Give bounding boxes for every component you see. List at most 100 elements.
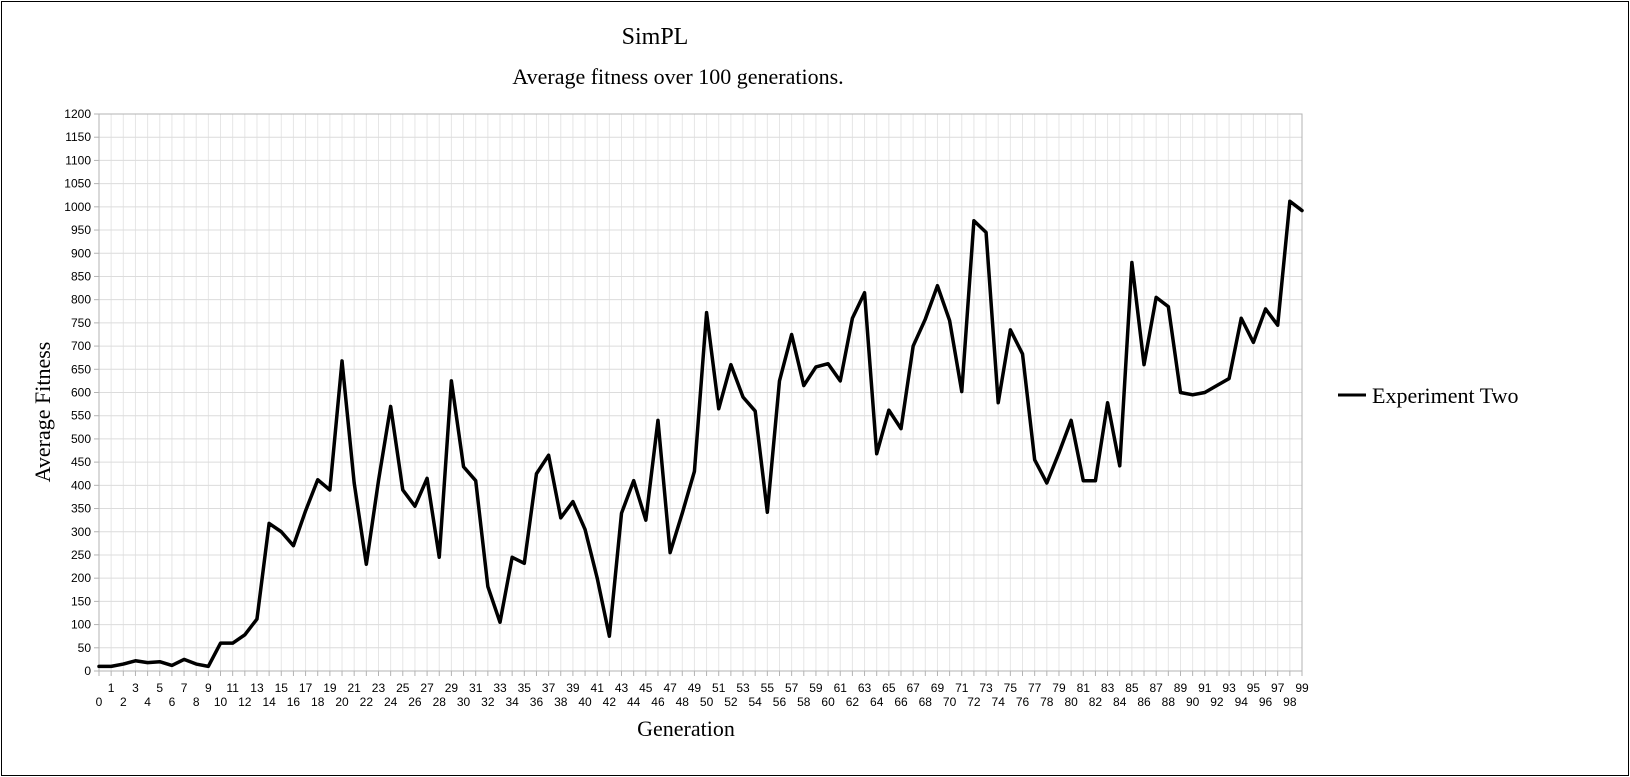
y-tick-label: 1000: [64, 200, 91, 214]
x-tick-label: 33: [493, 681, 507, 695]
x-tick-label: 91: [1198, 681, 1212, 695]
y-tick-label: 900: [71, 246, 91, 260]
y-tick-label: 450: [71, 455, 91, 469]
y-tick-label: 750: [71, 316, 91, 330]
y-tick-label: 700: [71, 339, 91, 353]
x-tick-label: 54: [749, 695, 763, 709]
x-tick-label: 29: [445, 681, 459, 695]
x-tick-label: 3: [132, 681, 139, 695]
y-tick-label: 200: [71, 571, 91, 585]
x-tick-label: 23: [372, 681, 386, 695]
x-tick-label: 65: [882, 681, 896, 695]
x-tick-label: 30: [457, 695, 471, 709]
x-tick-label: 86: [1137, 695, 1151, 709]
x-tick-label: 46: [651, 695, 665, 709]
x-tick-label: 71: [955, 681, 969, 695]
x-tick-label: 13: [250, 681, 264, 695]
x-tick-label: 51: [712, 681, 726, 695]
y-tick-labels: 0 50 100 150 200 250 300 350 400 450 500 550 600 650 7…: [64, 107, 91, 678]
x-tick-label: 35: [518, 681, 532, 695]
plot-area-border: [98, 113, 1303, 672]
y-tick-label: 1150: [65, 130, 91, 144]
x-tick-label: 78: [1040, 695, 1054, 709]
x-tick-label: 68: [919, 695, 933, 709]
x-tick-label: 27: [420, 681, 434, 695]
x-tick-label: 98: [1283, 695, 1297, 709]
x-tick-label: 7: [181, 681, 188, 695]
y-tick-label: 300: [71, 525, 91, 539]
y-tick-label: 0: [84, 664, 91, 678]
legend: Experiment Two: [1338, 383, 1519, 408]
y-tick-label: 250: [71, 548, 91, 562]
x-tick-label: 89: [1174, 681, 1188, 695]
x-tick-label: 41: [591, 681, 605, 695]
x-tick-label: 57: [785, 681, 799, 695]
y-tick-label: 350: [71, 502, 91, 516]
y-tick-label: 500: [71, 432, 91, 446]
x-tick-label: 45: [639, 681, 653, 695]
x-tick-label: 63: [858, 681, 872, 695]
x-tick-label: 58: [797, 695, 811, 709]
x-tick-label: 16: [287, 695, 301, 709]
x-tick-label: 22: [360, 695, 374, 709]
x-tick-label: 42: [603, 695, 617, 709]
x-tick-label: 94: [1235, 695, 1249, 709]
x-tick-label: 84: [1113, 695, 1127, 709]
x-tick-label: 37: [542, 681, 556, 695]
x-tick-label: 62: [846, 695, 860, 709]
x-tick-label: 9: [205, 681, 212, 695]
x-tick-label: 70: [943, 695, 957, 709]
x-tick-label: 72: [967, 695, 981, 709]
legend-label-experiment-two: Experiment Two: [1372, 383, 1519, 408]
y-tick-label: 950: [71, 223, 91, 237]
y-tick-label: 400: [71, 478, 91, 492]
x-tick-label: 32: [481, 695, 495, 709]
axes: [94, 113, 1303, 676]
x-tick-label: 15: [275, 681, 289, 695]
y-tick-label: 150: [71, 594, 91, 608]
x-tick-label: 12: [238, 695, 252, 709]
series-lines: [97, 199, 1304, 669]
x-tick-label: 6: [169, 695, 176, 709]
x-tick-label: 1: [108, 681, 115, 695]
x-tick-label: 25: [396, 681, 410, 695]
x-tick-label: 52: [724, 695, 738, 709]
x-tick-label: 83: [1101, 681, 1115, 695]
y-tick-label: 50: [78, 641, 92, 655]
x-tick-label: 87: [1150, 681, 1164, 695]
y-axis-title: Average Fitness: [30, 342, 55, 483]
x-tick-label: 88: [1162, 695, 1176, 709]
y-tick-label: 550: [71, 409, 91, 423]
x-tick-label: 80: [1064, 695, 1078, 709]
x-tick-label: 93: [1222, 681, 1236, 695]
x-tick-label: 34: [505, 695, 519, 709]
x-tick-label: 97: [1271, 681, 1285, 695]
x-tick-label: 85: [1125, 681, 1139, 695]
y-tick-label: 1050: [64, 177, 91, 191]
x-tick-label: 77: [1028, 681, 1042, 695]
x-tick-label: 69: [931, 681, 945, 695]
x-tick-label: 99: [1295, 681, 1309, 695]
y-tick-label: 850: [71, 269, 91, 283]
y-tick-label: 1100: [65, 153, 91, 167]
x-tick-label: 61: [834, 681, 848, 695]
x-tick-label: 24: [384, 695, 398, 709]
y-tick-label: 1200: [64, 107, 91, 121]
x-tick-label: 81: [1077, 681, 1091, 695]
x-tick-label: 28: [433, 695, 447, 709]
x-tick-label: 53: [736, 681, 750, 695]
x-tick-label: 4: [144, 695, 151, 709]
x-tick-label: 90: [1186, 695, 1200, 709]
x-tick-label: 44: [627, 695, 641, 709]
x-tick-label: 20: [335, 695, 349, 709]
x-tick-label: 39: [566, 681, 580, 695]
x-tick-label: 55: [761, 681, 775, 695]
x-tick-label: 43: [615, 681, 629, 695]
x-tick-label: 31: [469, 681, 483, 695]
chart-title: SimPL: [622, 24, 689, 50]
x-tick-label: 66: [894, 695, 908, 709]
x-tick-label: 0: [96, 695, 103, 709]
x-tick-label: 17: [299, 681, 313, 695]
